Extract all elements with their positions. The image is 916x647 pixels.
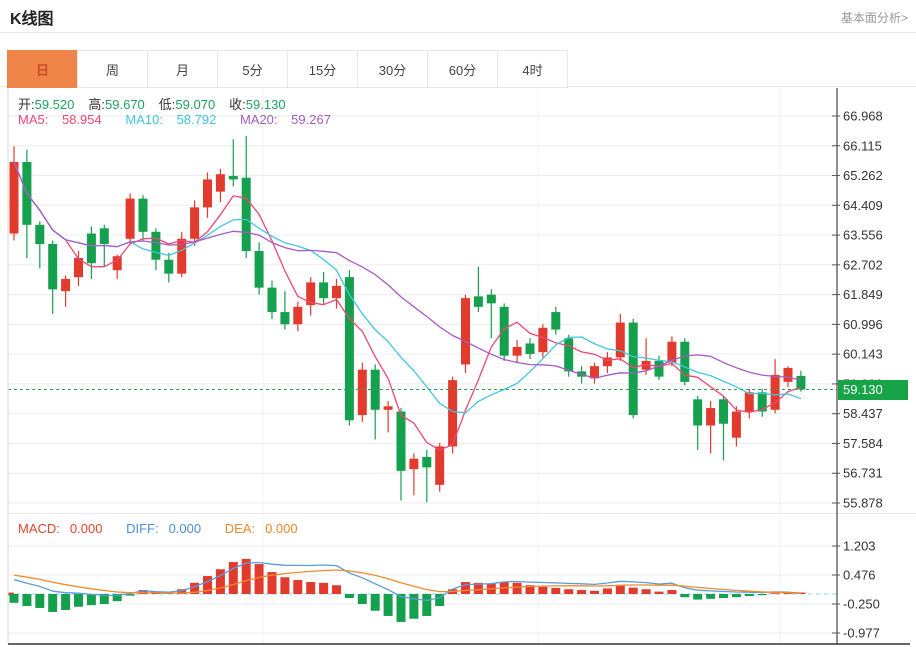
axis-tick-label: 62.702	[843, 257, 883, 272]
tab-4hour[interactable]: 4时	[497, 50, 568, 88]
macd-bars-layer	[8, 558, 837, 622]
tab-60min[interactable]: 60分	[427, 50, 498, 88]
page-title: K线图	[10, 11, 54, 28]
current-price-tag: 59.130	[838, 380, 908, 400]
diff-line	[13, 561, 801, 602]
axis-tick-label: 0.476	[843, 568, 876, 583]
tab-30min[interactable]: 30分	[357, 50, 428, 88]
timeframe-tabbar: 日周月 5分 15分 30分 60分 4时	[7, 50, 568, 88]
ma20-line	[13, 161, 802, 381]
axis-tick-label: 58.437	[843, 406, 883, 421]
tab-15min[interactable]: 15分	[287, 50, 358, 88]
axis-tick-label: 1.203	[843, 539, 876, 554]
axis-tick-label: 66.968	[843, 109, 883, 124]
ma5-line	[13, 161, 802, 451]
axis-tick-label: 66.115	[843, 138, 882, 153]
axis-tick-label: 65.262	[843, 168, 883, 183]
tab-week[interactable]: 周	[77, 50, 148, 88]
axis-tick-label: 64.409	[843, 198, 883, 213]
axis-tick-label: -0.250	[843, 597, 880, 612]
axis-tick-label: 61.849	[843, 287, 883, 302]
header-divider	[0, 32, 916, 33]
axis-tick-label: 57.584	[843, 436, 883, 451]
axis-tick-label: 55.878	[843, 496, 883, 511]
axis-tick-label: 60.996	[843, 317, 883, 332]
fundamental-analysis-link[interactable]: 基本面分析>	[840, 11, 908, 25]
axis-tick-label: 60.143	[843, 347, 883, 362]
grid-layer	[8, 88, 916, 644]
tab-day[interactable]: 日	[7, 50, 78, 88]
tab-5min[interactable]: 5分	[217, 50, 288, 88]
tab-month[interactable]: 月	[147, 50, 218, 88]
dea-line	[13, 569, 801, 594]
axis-tick-label: 63.556	[843, 228, 883, 243]
axis-tick-label: 56.731	[843, 466, 883, 481]
candles-layer	[9, 135, 806, 503]
axis-tick-label: -0.977	[843, 626, 880, 641]
